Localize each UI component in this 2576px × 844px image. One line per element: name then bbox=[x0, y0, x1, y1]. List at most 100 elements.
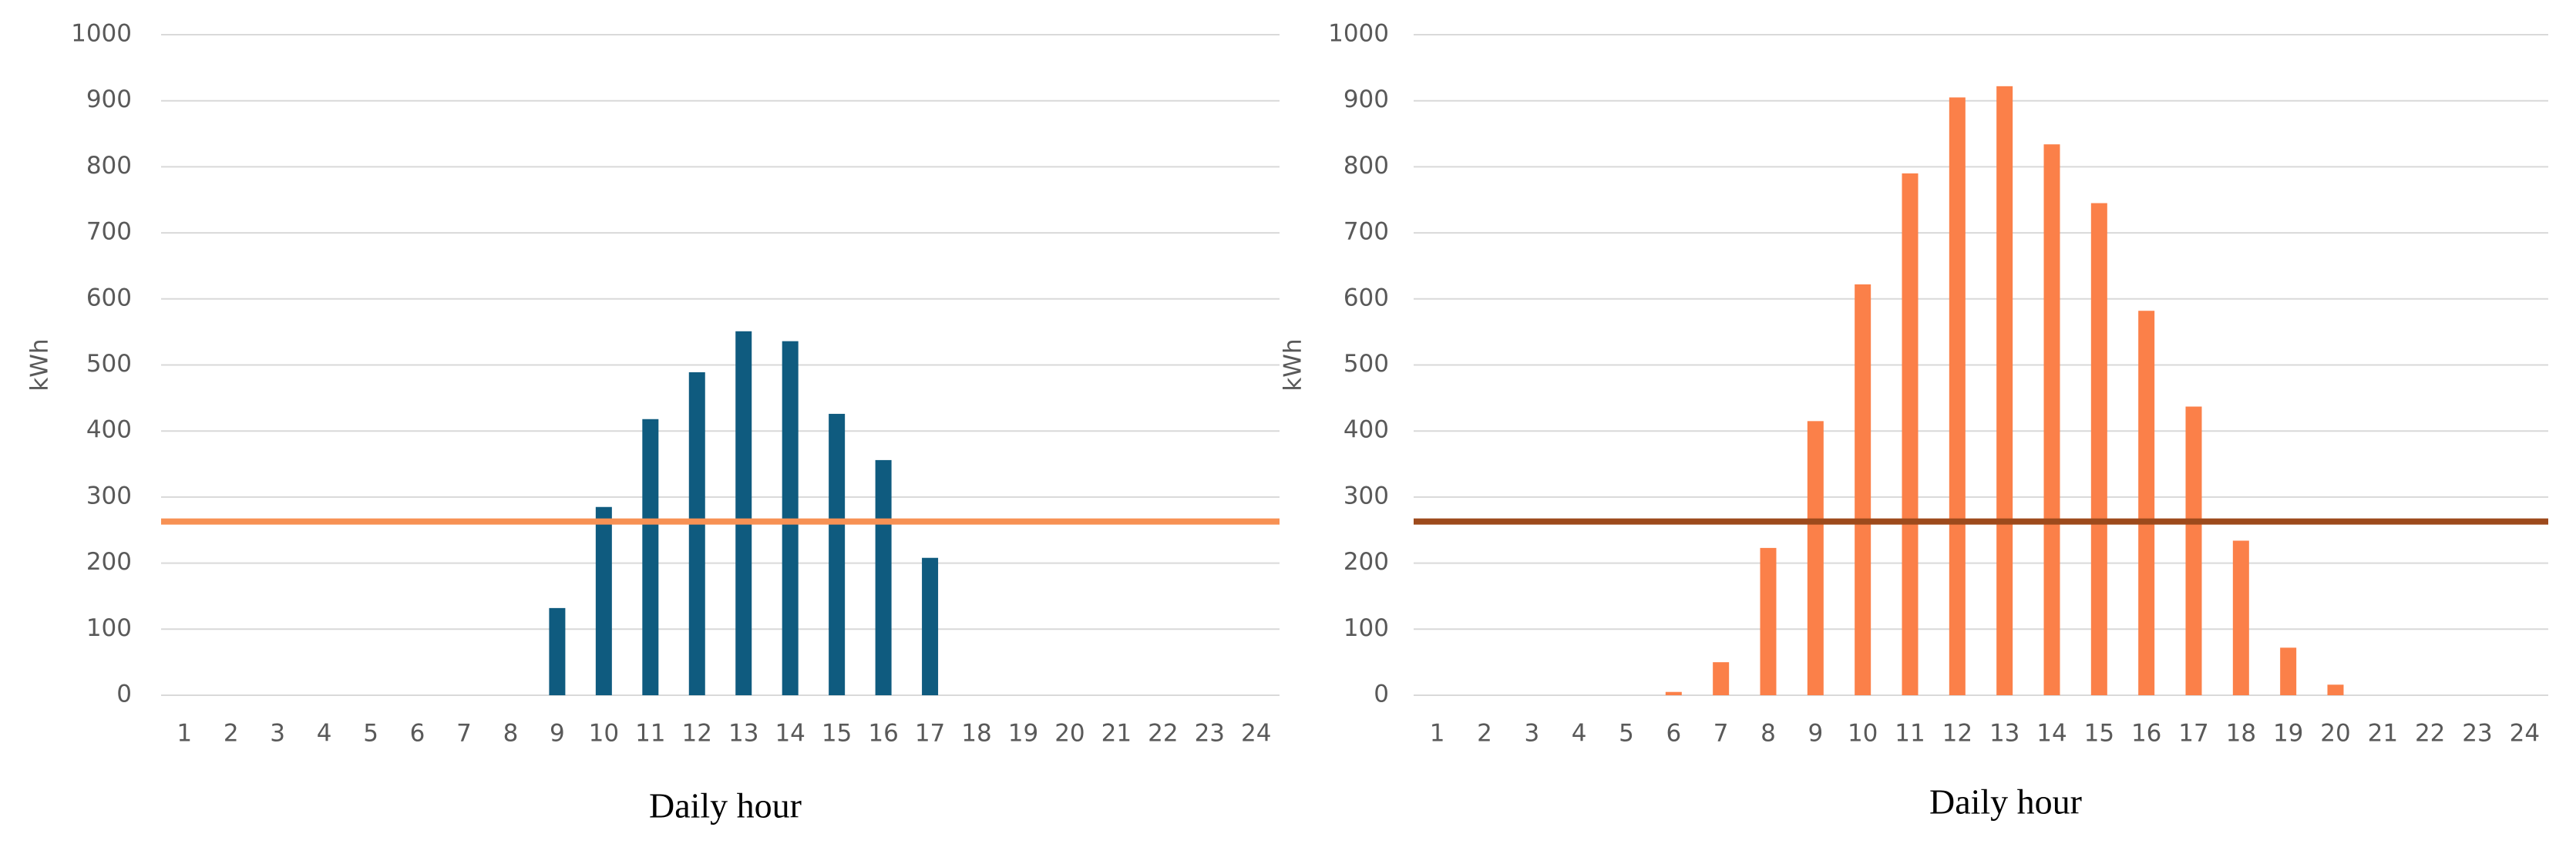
x-tick-label: 1 bbox=[1430, 720, 1445, 748]
y-tick-label: 300 bbox=[1343, 482, 1389, 509]
x-tick-label: 10 bbox=[589, 720, 619, 748]
y-tick-label: 600 bbox=[86, 284, 132, 311]
y-tick-label: 800 bbox=[86, 152, 132, 180]
bar bbox=[1713, 662, 1730, 695]
x-tick-label: 2 bbox=[224, 720, 239, 748]
bar bbox=[2043, 144, 2060, 696]
y-tick-label: 400 bbox=[86, 416, 132, 444]
x-tick-label: 6 bbox=[410, 720, 425, 748]
bar bbox=[922, 557, 939, 695]
y-tick-label: 400 bbox=[1343, 416, 1389, 444]
x-tick-label: 16 bbox=[868, 720, 898, 748]
bar bbox=[875, 459, 892, 695]
bar bbox=[2185, 406, 2202, 695]
bar bbox=[2327, 684, 2344, 695]
x-tick-label: 5 bbox=[1619, 720, 1634, 748]
y-tick-label: 300 bbox=[86, 482, 132, 509]
bar bbox=[1665, 691, 1682, 695]
y-axis-title: kWh bbox=[1280, 338, 1307, 391]
x-tick-label: 11 bbox=[1895, 720, 1925, 748]
x-tick-label: 11 bbox=[635, 720, 665, 748]
y-tick-label: 0 bbox=[1374, 681, 1389, 708]
bar bbox=[735, 331, 752, 695]
x-axis-title: Daily hour bbox=[1929, 782, 2082, 822]
x-tick-label: 3 bbox=[1524, 720, 1539, 748]
x-tick-label: 18 bbox=[961, 720, 991, 748]
x-tick-label: 23 bbox=[2462, 720, 2492, 748]
x-tick-label: 15 bbox=[2084, 720, 2114, 748]
bar bbox=[2138, 311, 2155, 695]
y-tick-label: 500 bbox=[86, 350, 132, 378]
x-tick-label: 3 bbox=[270, 720, 285, 748]
x-tick-label: 14 bbox=[775, 720, 805, 748]
x-tick-label: 9 bbox=[1808, 720, 1823, 748]
x-tick-label: 20 bbox=[2320, 720, 2350, 748]
x-tick-label: 8 bbox=[503, 720, 519, 748]
bar bbox=[1855, 284, 1871, 695]
y-axis-title: kWh bbox=[26, 338, 54, 391]
y-tick-label: 0 bbox=[116, 681, 132, 708]
x-tick-label: 19 bbox=[2273, 720, 2303, 748]
bar bbox=[1996, 86, 2013, 695]
x-tick-label: 16 bbox=[2131, 720, 2161, 748]
y-tick-label: 200 bbox=[1343, 548, 1389, 576]
x-tick-label: 22 bbox=[2415, 720, 2445, 748]
x-tick-label: 13 bbox=[1989, 720, 2019, 748]
x-tick-label: 12 bbox=[1942, 720, 1972, 748]
x-tick-label: 15 bbox=[822, 720, 852, 748]
bar bbox=[549, 607, 566, 695]
y-tick-label: 100 bbox=[1343, 614, 1389, 642]
bar bbox=[1949, 97, 1966, 696]
x-axis-title: Daily hour bbox=[649, 786, 802, 826]
x-tick-label: 23 bbox=[1195, 720, 1225, 748]
bar bbox=[2090, 203, 2107, 695]
x-tick-label: 10 bbox=[1848, 720, 1878, 748]
x-tick-label: 13 bbox=[728, 720, 758, 748]
x-tick-label: 17 bbox=[915, 720, 945, 748]
x-tick-label: 20 bbox=[1054, 720, 1085, 748]
y-tick-label: 700 bbox=[86, 218, 132, 246]
x-tick-label: 24 bbox=[1241, 720, 1271, 748]
y-tick-label: 900 bbox=[1343, 86, 1389, 113]
y-tick-label: 100 bbox=[86, 614, 132, 642]
bar bbox=[1902, 173, 1919, 696]
x-tick-label: 21 bbox=[2368, 720, 2398, 748]
x-tick-label: 24 bbox=[2510, 720, 2540, 748]
bar bbox=[1807, 421, 1824, 695]
bar bbox=[829, 413, 846, 695]
y-tick-label: 700 bbox=[1343, 218, 1389, 246]
bar bbox=[595, 506, 612, 695]
y-tick-label: 1000 bbox=[1328, 20, 1389, 48]
x-tick-label: 22 bbox=[1148, 720, 1178, 748]
x-tick-label: 17 bbox=[2178, 720, 2208, 748]
x-tick-label: 1 bbox=[177, 720, 192, 748]
bar bbox=[1760, 547, 1777, 695]
x-tick-label: 18 bbox=[2226, 720, 2256, 748]
x-tick-label: 2 bbox=[1477, 720, 1492, 748]
x-tick-label: 12 bbox=[682, 720, 712, 748]
x-tick-label: 14 bbox=[2036, 720, 2067, 748]
x-tick-label: 7 bbox=[1713, 720, 1729, 748]
x-tick-label: 7 bbox=[456, 720, 472, 748]
x-tick-label: 8 bbox=[1760, 720, 1776, 748]
x-tick-label: 19 bbox=[1008, 720, 1038, 748]
x-tick-label: 4 bbox=[1572, 720, 1587, 748]
bar bbox=[2280, 647, 2297, 695]
y-tick-label: 200 bbox=[86, 548, 132, 576]
bar bbox=[2232, 540, 2249, 695]
x-tick-label: 9 bbox=[550, 720, 565, 748]
x-tick-label: 6 bbox=[1666, 720, 1681, 748]
y-tick-label: 1000 bbox=[71, 20, 132, 48]
x-tick-label: 4 bbox=[317, 720, 332, 748]
y-tick-label: 800 bbox=[1343, 152, 1389, 180]
bar bbox=[782, 341, 799, 695]
x-tick-label: 21 bbox=[1101, 720, 1132, 748]
y-tick-label: 500 bbox=[1343, 350, 1389, 378]
bar bbox=[688, 372, 705, 695]
bar bbox=[642, 419, 659, 695]
y-tick-label: 600 bbox=[1343, 284, 1389, 311]
y-tick-label: 900 bbox=[86, 86, 132, 113]
x-tick-label: 5 bbox=[363, 720, 378, 748]
